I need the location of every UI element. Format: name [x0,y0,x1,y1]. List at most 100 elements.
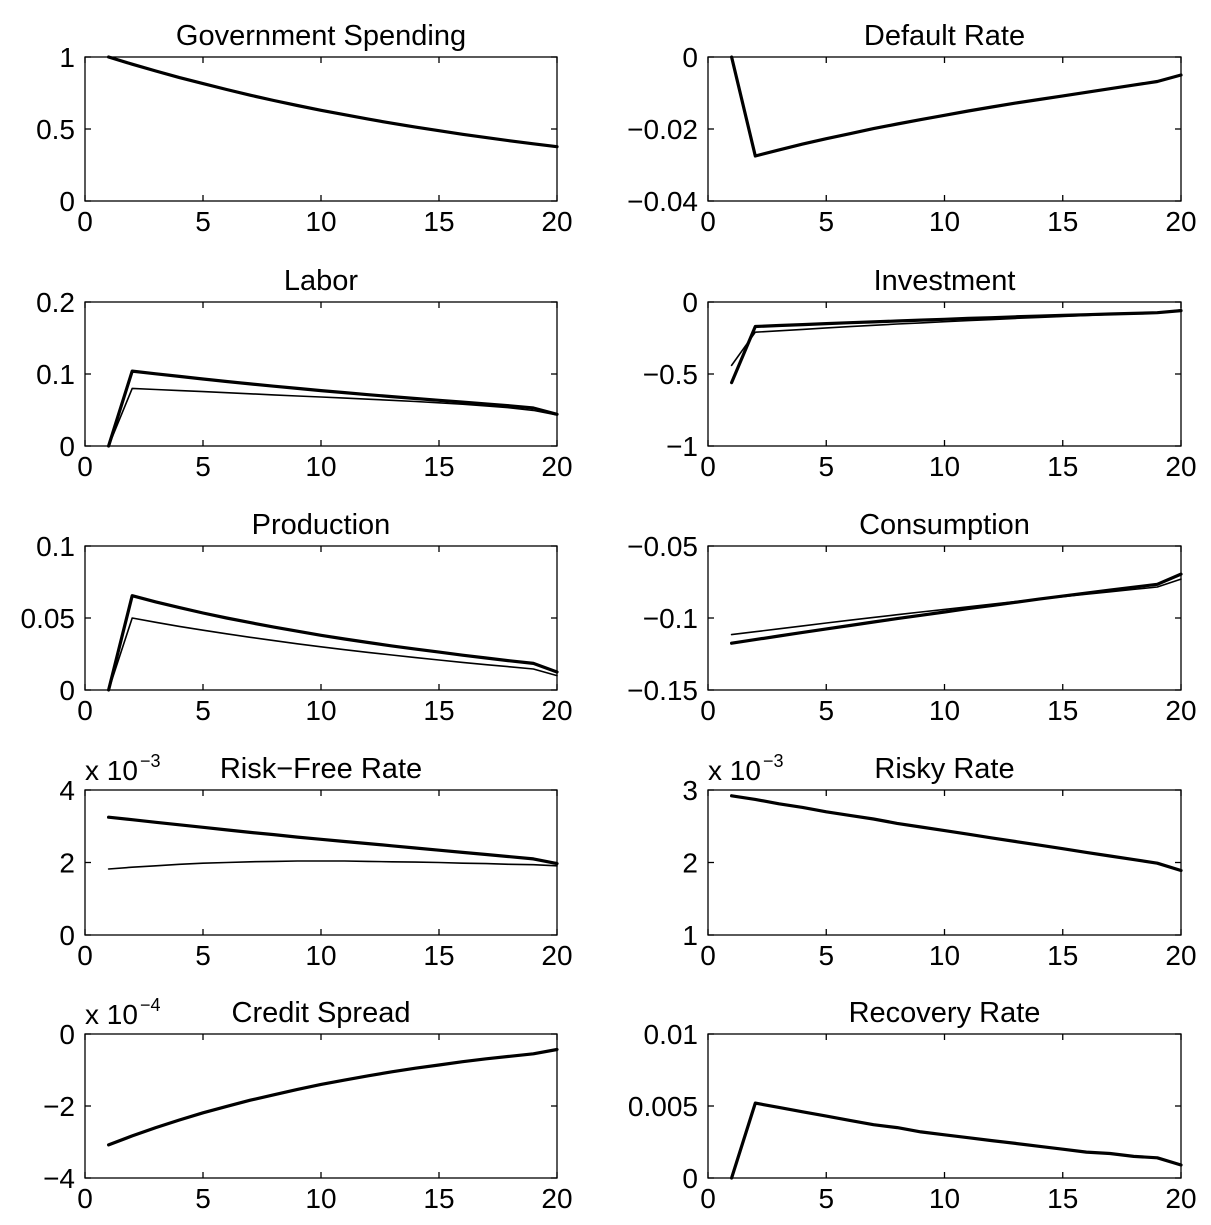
plot-area-frame [707,789,1182,936]
y-tick-label: 1 [682,920,698,951]
y-tick-label: 0 [682,287,698,318]
x-tick-label: 5 [195,1183,211,1214]
x-tick-label: 0 [77,206,93,237]
y-tick-label: 1 [59,42,75,73]
x-tick-label: 10 [929,695,960,726]
panel-title: Labor [284,265,359,297]
panel-title: Risky Rate [874,753,1014,785]
panel-8: 0 5 10 15 20 1 2 3 Risky Rate x 10 −3 [682,751,1196,971]
series-line-thick [729,794,1183,873]
plot-area-frame [707,545,1182,691]
plot-area-frame [84,1033,558,1179]
series-line-thin [107,387,558,447]
x-tick-label: 0 [700,206,716,237]
panel-title: Credit Spread [232,997,411,1029]
series-line-thin [730,578,1182,636]
y-tick-label: 0.1 [36,531,75,562]
y-tick-label: −0.5 [643,359,698,390]
y-tick-label: 0 [59,1019,75,1050]
x-tick-label: 10 [929,206,960,237]
y-tick-label: 0.1 [36,359,75,390]
y-tick-label: 0 [59,431,75,462]
y-tick-label: −4 [43,1163,75,1194]
axis-exponent-label: x 10 −4 [85,995,160,1030]
x-tick-label: 15 [1047,451,1078,482]
x-tick-label: 20 [1165,940,1196,971]
x-tick-label: 15 [423,695,454,726]
y-tick-label: 0 [59,186,75,217]
x-tick-label: 10 [305,695,336,726]
x-tick-label: 0 [77,695,93,726]
series-line-thick [106,369,559,448]
y-tick-label: 0 [682,42,698,73]
series-line-thick [106,815,559,866]
x-tick-label: 5 [195,940,211,971]
plot-area-frame [707,301,1182,447]
series-line-thick [729,1101,1183,1180]
x-tick-label: 15 [1047,695,1078,726]
x-tick-label: 15 [423,940,454,971]
x-tick-label: 5 [818,451,834,482]
panel-10: 0 5 10 15 20 0 0.005 0.01 Recovery Rate [628,997,1197,1214]
panel-6: 0 5 10 15 20 −0.15 −0.1 −0.05 Consumption [627,509,1196,726]
series-line-thick [106,1047,559,1147]
series-line-thick [729,55,1183,158]
y-tick-label: 2 [59,848,75,879]
x-tick-label: 0 [700,940,716,971]
x-tick-label: 10 [929,451,960,482]
x-tick-label: 0 [700,1183,716,1214]
axis-exponent-label: x 10 −3 [708,751,783,786]
panel-title: Production [252,509,391,541]
x-tick-label: 5 [195,451,211,482]
panel-1: 0 5 10 15 20 0 0.5 1 Government Spending [36,20,573,237]
x-tick-label: 0 [77,451,93,482]
y-tick-label: 0.5 [36,114,75,145]
x-tick-label: 20 [1165,206,1196,237]
x-tick-label: 10 [305,451,336,482]
series-line-thin [107,860,558,870]
x-tick-label: 15 [423,206,454,237]
x-tick-label: 10 [929,940,960,971]
y-tick-label: 2 [682,848,698,879]
x-tick-label: 20 [541,451,572,482]
plot-area-frame [84,789,558,936]
y-tick-label: 4 [59,775,75,806]
panel-title: Risk−Free Rate [220,753,422,785]
plot-area-frame [84,56,558,202]
x-tick-label: 10 [305,940,336,971]
x-tick-label: 15 [1047,940,1078,971]
x-tick-label: 5 [195,206,211,237]
x-tick-label: 0 [700,451,716,482]
panel-5: 0 5 10 15 20 0 0.05 0.1 Production [21,509,573,726]
x-tick-label: 10 [305,206,336,237]
y-tick-label: −0.05 [627,531,698,562]
x-tick-label: 15 [1047,206,1078,237]
y-tick-label: −1 [666,431,698,462]
exponent-base: x 10 [85,755,138,786]
panel-2: 0 5 10 15 20 −0.04 −0.02 0 Default Rate [627,20,1196,237]
x-tick-label: 5 [195,695,211,726]
panel-7: 0 5 10 15 20 0 2 4 Risk−Free Rate x 10 −3 [59,751,572,971]
panel-title: Investment [874,265,1016,297]
x-tick-label: 10 [305,1183,336,1214]
series-line-thick [729,572,1183,645]
axis-exponent-label: x 10 −3 [85,751,160,786]
y-tick-label: 0 [59,920,75,951]
x-tick-label: 15 [423,1183,454,1214]
y-tick-label: 0 [59,675,75,706]
y-tick-label: −0.04 [627,186,698,217]
x-tick-label: 5 [818,206,834,237]
y-tick-label: 0.05 [21,603,76,634]
x-tick-label: 20 [541,695,572,726]
x-tick-label: 15 [1047,1183,1078,1214]
y-tick-label: −2 [43,1091,75,1122]
y-tick-label: 0.005 [628,1091,698,1122]
panel-title: Government Spending [176,20,466,52]
exponent-power: −4 [140,995,161,1015]
panel-title: Default Rate [864,20,1025,52]
series-line-thin [107,617,558,691]
x-tick-label: 20 [1165,695,1196,726]
x-tick-label: 0 [700,695,716,726]
x-tick-label: 20 [541,940,572,971]
